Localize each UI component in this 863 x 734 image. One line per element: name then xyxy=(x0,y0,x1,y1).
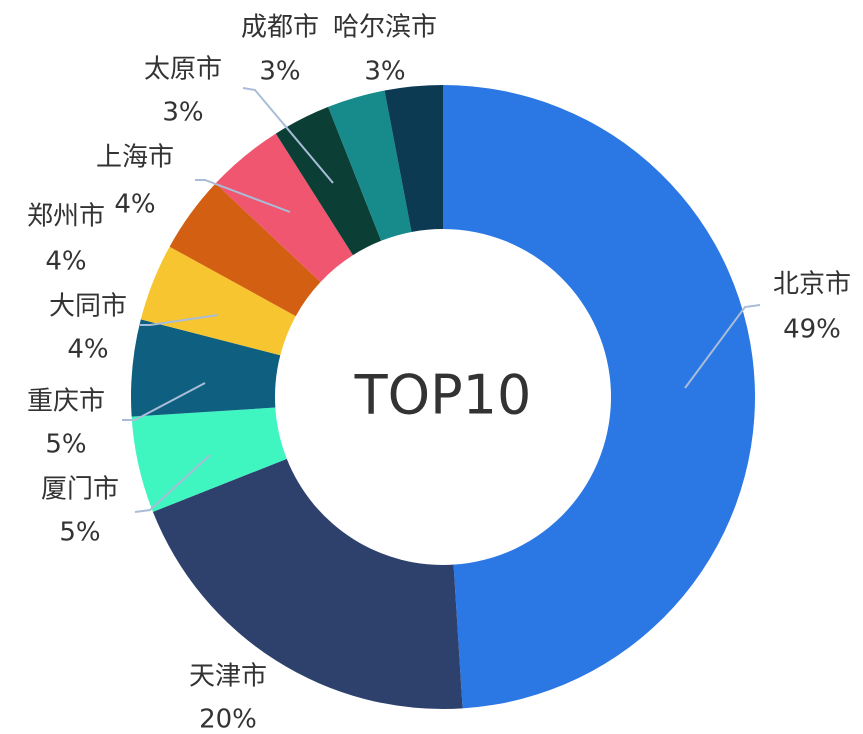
category-label: 哈尔滨市 xyxy=(333,13,437,43)
center-label: TOP10 xyxy=(354,364,532,427)
donut-segment xyxy=(443,85,756,709)
category-label: 重庆市 xyxy=(27,387,105,417)
donut-segment xyxy=(169,183,321,317)
value-label: 5% xyxy=(59,518,100,548)
value-label: 3% xyxy=(259,57,300,87)
value-label: 4% xyxy=(114,190,155,220)
value-label: 49% xyxy=(783,315,841,345)
category-label: 大同市 xyxy=(49,292,127,322)
category-label: 天津市 xyxy=(189,662,267,692)
value-label: 3% xyxy=(162,98,203,128)
donut-segment xyxy=(384,85,443,232)
donut-segment xyxy=(215,133,353,282)
leader-line xyxy=(122,382,206,421)
donut-segment xyxy=(131,319,281,417)
value-label: 4% xyxy=(67,335,108,365)
leader-line xyxy=(242,87,334,184)
category-label: 厦门市 xyxy=(41,475,119,505)
category-label: 北京市 xyxy=(773,270,851,300)
leader-line xyxy=(684,304,761,389)
category-label: 上海市 xyxy=(96,143,174,173)
leader-line xyxy=(195,179,291,213)
value-label: 4% xyxy=(45,247,86,277)
value-label: 3% xyxy=(364,57,405,87)
category-label: 成都市 xyxy=(241,13,319,43)
category-label: 太原市 xyxy=(144,55,222,85)
leader-line xyxy=(134,454,211,513)
category-label: 郑州市 xyxy=(27,202,105,232)
donut-segment xyxy=(131,407,287,512)
donut-segment xyxy=(275,106,382,256)
donut-segment xyxy=(328,90,412,241)
donut-segment xyxy=(152,458,463,709)
value-label: 20% xyxy=(199,705,257,734)
value-label: 5% xyxy=(45,430,86,460)
leader-line xyxy=(140,314,219,326)
donut-segment xyxy=(140,246,296,356)
